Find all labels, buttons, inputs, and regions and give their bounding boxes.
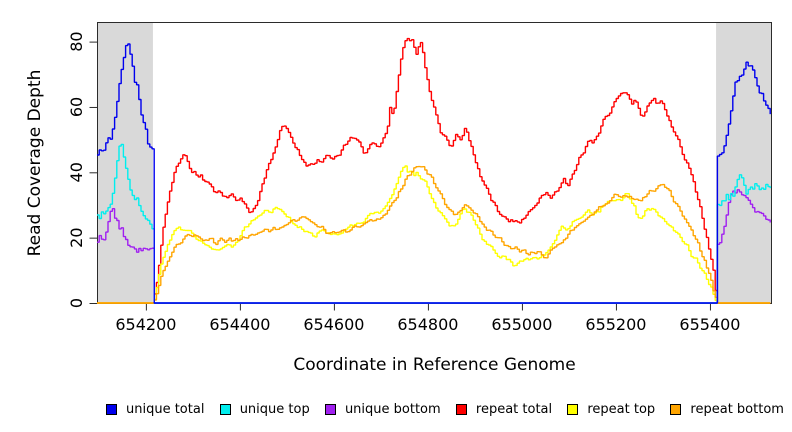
- x-tick-label: 655400: [679, 315, 740, 334]
- legend-item-unique-top: unique top: [219, 401, 310, 417]
- plot-box: [97, 22, 772, 304]
- x-tick-label: 654600: [303, 315, 364, 334]
- series-unique-total: [97, 43, 771, 304]
- legend-label: repeat top: [587, 401, 656, 417]
- y-tick-label: 0: [67, 298, 86, 308]
- x-tick-label: 654400: [209, 315, 270, 334]
- y-axis-label: Read Coverage Depth: [25, 69, 45, 257]
- y-tick-label: 80: [67, 31, 86, 51]
- unique-total-swatch-icon: [106, 403, 117, 415]
- legend-label: unique total: [126, 401, 205, 417]
- legend-item-repeat-bottom: repeat bottom: [670, 402, 784, 417]
- repeat-total-swatch-icon: [455, 403, 467, 415]
- series-unique-bottom: [97, 189, 771, 304]
- legend-item-repeat-total: repeat total: [455, 401, 553, 417]
- x-tick-label: 655000: [491, 315, 552, 334]
- legend-item-unique-total: unique total: [106, 402, 204, 417]
- series-repeat-top: [97, 165, 771, 304]
- repeat-bottom-swatch-icon: [670, 403, 682, 415]
- y-tick-label: 20: [67, 227, 86, 247]
- legend-label: repeat bottom: [690, 401, 784, 417]
- legend-label: repeat total: [475, 401, 553, 417]
- legend-label: unique top: [239, 401, 310, 417]
- shaded-band: [716, 22, 772, 303]
- unique-top-swatch-icon: [219, 403, 231, 415]
- x-tick-label: 654200: [115, 315, 176, 334]
- x-axis-label: Coordinate in Reference Genome: [293, 355, 576, 375]
- legend-item-repeat-top: repeat top: [567, 402, 655, 417]
- series-repeat-bottom: [97, 165, 771, 304]
- legend-item-unique-bottom: unique bottom: [324, 401, 441, 417]
- legend: unique total unique top unique bottom re…: [106, 399, 784, 419]
- legend-label: unique bottom: [344, 401, 441, 417]
- series-repeat-total: [97, 37, 771, 304]
- unique-bottom-swatch-icon: [324, 403, 336, 415]
- y-tick-label: 40: [67, 162, 86, 182]
- x-tick-label: 655200: [585, 315, 646, 334]
- x-tick-label: 654800: [397, 315, 458, 334]
- repeat-top-swatch-icon: [567, 403, 579, 415]
- y-tick-label: 60: [67, 97, 86, 117]
